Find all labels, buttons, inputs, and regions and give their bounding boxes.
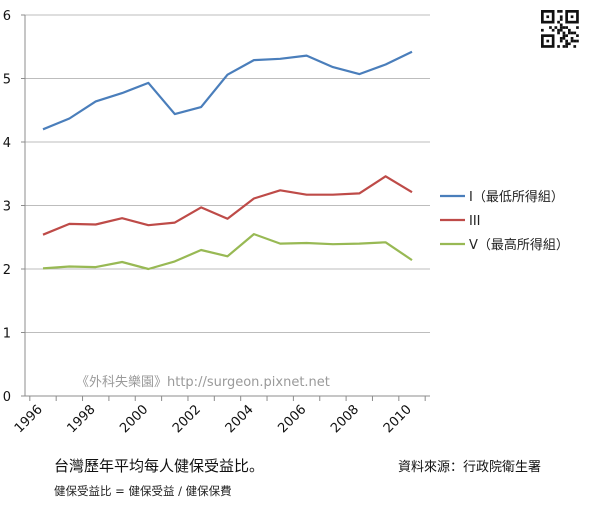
y-tick-label: 0 [3,390,11,405]
qr-module [576,26,579,29]
qr-module [562,37,566,40]
qr-module [573,31,577,35]
qr-module [565,42,568,46]
x-tick-label: 2008 [328,402,362,436]
caption-source: 資料來源：行政院衛生署 [398,460,542,475]
qr-module [559,10,563,13]
series-lines [42,50,413,271]
qr-module [570,31,574,35]
qr-module [565,26,568,29]
qr-module [570,37,574,40]
y-tick-label: 3 [3,200,11,215]
y-tick-label: 5 [3,73,11,88]
qr-module [562,34,566,37]
gridlines [25,14,430,333]
legend: I（最低所得組） III V（最高所得組） [440,189,569,253]
qr-module [562,45,566,48]
qr-module [568,42,571,46]
qr-module [557,10,560,13]
y-tick-label: 1 [3,327,11,342]
qr-module [565,45,568,48]
qr-module [573,39,577,43]
qr-module [559,37,563,40]
qr-module [559,15,563,19]
qr-module [568,31,571,35]
qr-module [559,26,563,29]
qr-module [559,28,563,32]
qr-module [557,45,560,48]
qr-module [557,31,560,35]
caption-title: 台灣歷年平均每人健保受益比。 [54,457,265,475]
legend-label-3: V（最高所得組） [469,237,569,253]
qr-module [559,23,563,27]
qr-module [559,39,563,43]
x-tick-label: 1998 [65,402,99,436]
legend-label-2: III [469,214,481,229]
series-line-1 [42,50,413,131]
qr-module [559,18,563,21]
qr-module [570,39,574,43]
series-line-3 [42,233,413,271]
qr-module [562,31,566,35]
qr-module [554,26,558,29]
qr-module [549,26,552,29]
qr-finder-core [570,15,574,19]
qr-module [557,20,560,24]
caption-formula: 健保受益比 = 健保受益 / 健保保費 [54,484,232,498]
y-tick-label: 2 [3,263,11,278]
series-line-2 [42,175,413,236]
x-tick-label: 2002 [170,402,204,436]
qr-module [576,39,579,43]
qr-module [573,45,577,48]
qr-module [576,34,579,37]
qr-module [568,28,571,32]
qr-finder-core [546,39,550,43]
qr-finder-core [546,15,550,19]
axes [21,14,430,401]
qr-module [562,26,566,29]
qr-module [557,28,560,32]
watermark-text: 《外科失樂園》http://surgeon.pixnet.net [76,374,330,390]
qr-module [565,34,568,37]
qr-module [551,28,555,32]
y-tick-label: 4 [3,136,11,151]
qr-module [565,39,568,43]
y-tick-label: 6 [3,9,11,24]
x-tick-label: 1996 [12,402,46,436]
x-tick-label: 2000 [117,402,151,436]
x-tick-label: 2006 [275,402,309,436]
qr-code-icon [541,10,579,48]
x-tick-label: 2010 [381,402,415,436]
x-tick-label: 2004 [223,402,257,436]
qr-module [541,28,544,32]
legend-label-1: I（最低所得組） [469,189,564,205]
